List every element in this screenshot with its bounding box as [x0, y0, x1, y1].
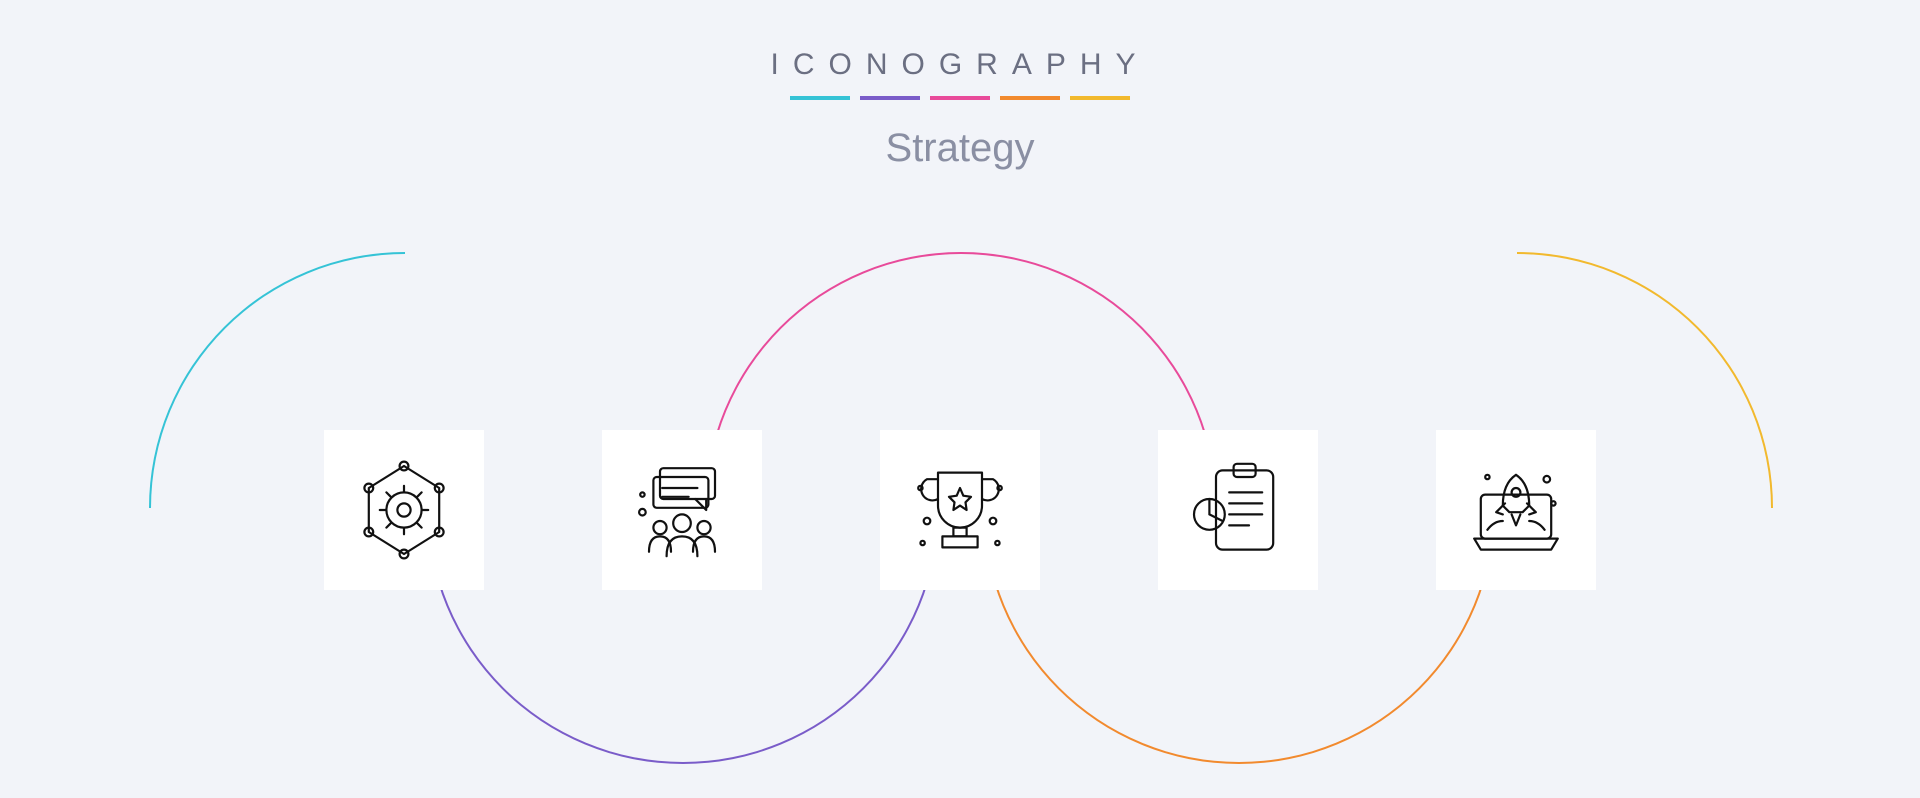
laptop-rocket-icon [1461, 455, 1571, 565]
team-chat-icon [627, 455, 737, 565]
icon-tile [602, 430, 762, 590]
brand-underline [0, 96, 1920, 100]
icon-tile [1436, 430, 1596, 590]
icon-tile-row [0, 430, 1920, 590]
underline-seg-1 [790, 96, 850, 100]
gear-network-icon [349, 455, 459, 565]
underline-seg-2 [860, 96, 920, 100]
underline-seg-4 [1000, 96, 1060, 100]
icon-tile [880, 430, 1040, 590]
underline-seg-3 [930, 96, 990, 100]
icon-tile [1158, 430, 1318, 590]
header: ICONOGRAPHY Strategy [0, 0, 1920, 171]
brand-title: ICONOGRAPHY [0, 48, 1920, 82]
subtitle: Strategy [0, 126, 1920, 171]
underline-seg-5 [1070, 96, 1130, 100]
icon-tile [324, 430, 484, 590]
clipboard-chart-icon [1183, 455, 1293, 565]
trophy-icon [905, 455, 1015, 565]
